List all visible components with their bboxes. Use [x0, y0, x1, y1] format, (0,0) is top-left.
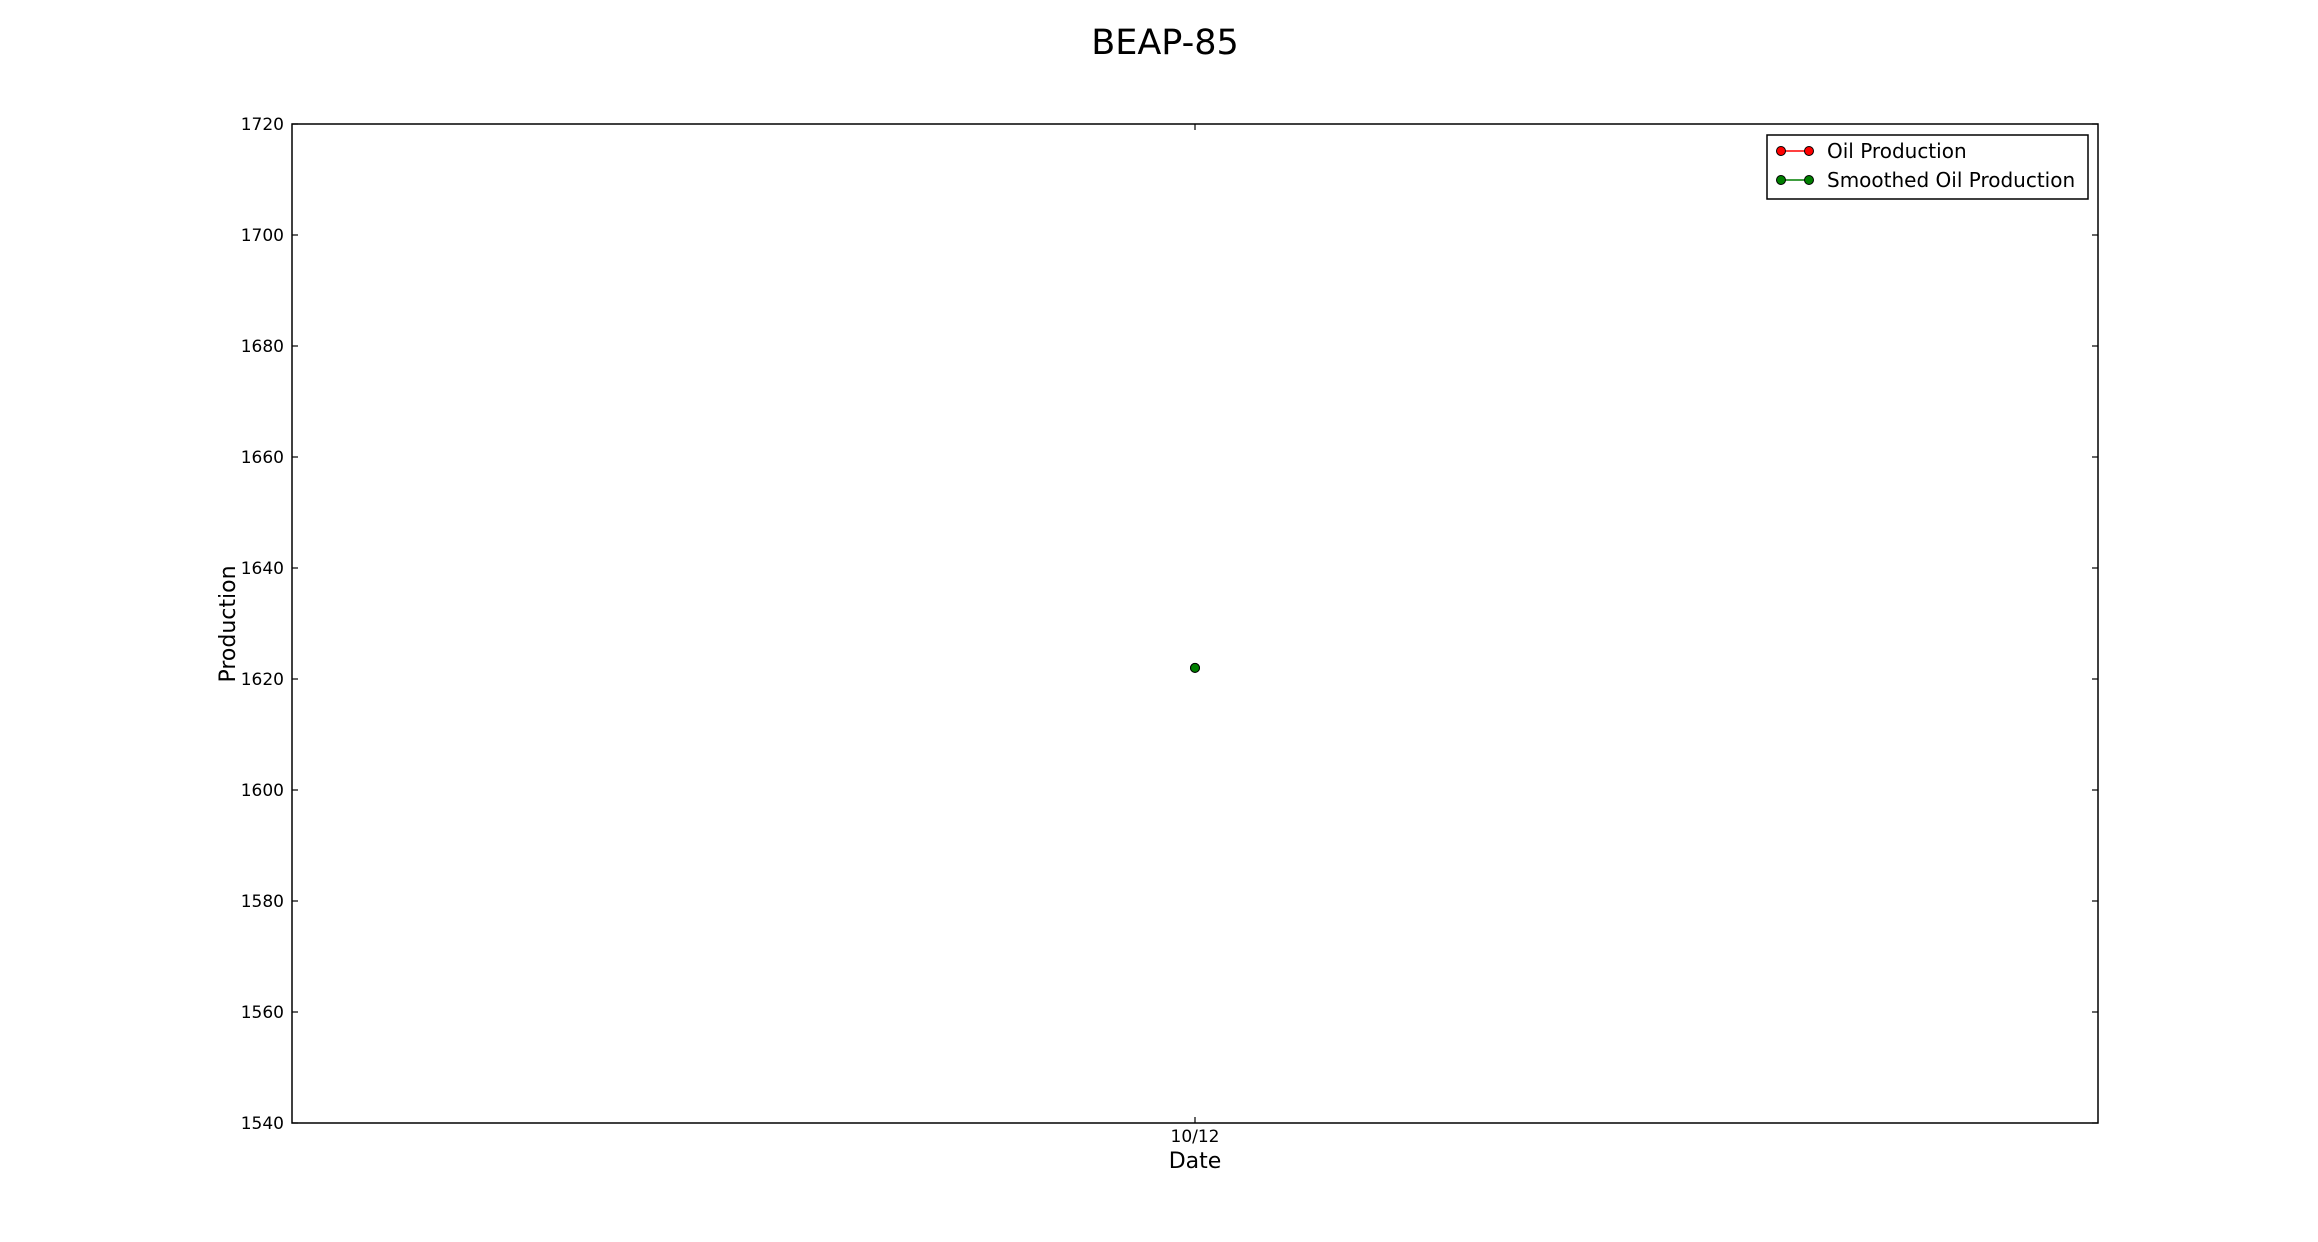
y-tick-label: 1680 [241, 337, 284, 357]
y-tick-label: 1540 [241, 1114, 284, 1134]
data-point [1190, 662, 1200, 673]
y-tick-label: 1700 [241, 226, 284, 246]
legend-label: Smoothed Oil Production [1827, 168, 2075, 192]
legend-marker [1776, 175, 1786, 185]
legend-box [1766, 134, 2089, 200]
y-tick-label: 1720 [241, 115, 284, 135]
legend-marker [1804, 175, 1814, 185]
y-tick-label: 1600 [241, 781, 284, 801]
series-layer [1190, 662, 1200, 673]
legend-marker [1776, 146, 1786, 156]
y-tick-label: 1580 [241, 892, 284, 912]
y-axis-label: Production [216, 565, 241, 682]
chart-title: BEAP-85 [1091, 23, 1239, 63]
legend-label: Oil Production [1827, 139, 1967, 163]
legend: Oil Production Smoothed Oil Production [1766, 134, 2089, 200]
y-tick-label: 1640 [241, 559, 284, 579]
y-tick-label: 1660 [241, 448, 284, 468]
y-axis: 1540 1560 1580 1600 1620 1640 1660 1680 1700 1720 [241, 115, 2098, 1134]
x-tick-label: 10/12 [1171, 1127, 1220, 1147]
x-axis: 10/12 [1171, 124, 1220, 1147]
series-1 [1190, 662, 1200, 673]
plot-area [291, 123, 2099, 1124]
legend-marker [1804, 146, 1814, 156]
y-tick-label: 1560 [241, 1003, 284, 1023]
x-axis-label: Date [1169, 1149, 1222, 1174]
y-tick-label: 1620 [241, 670, 284, 690]
